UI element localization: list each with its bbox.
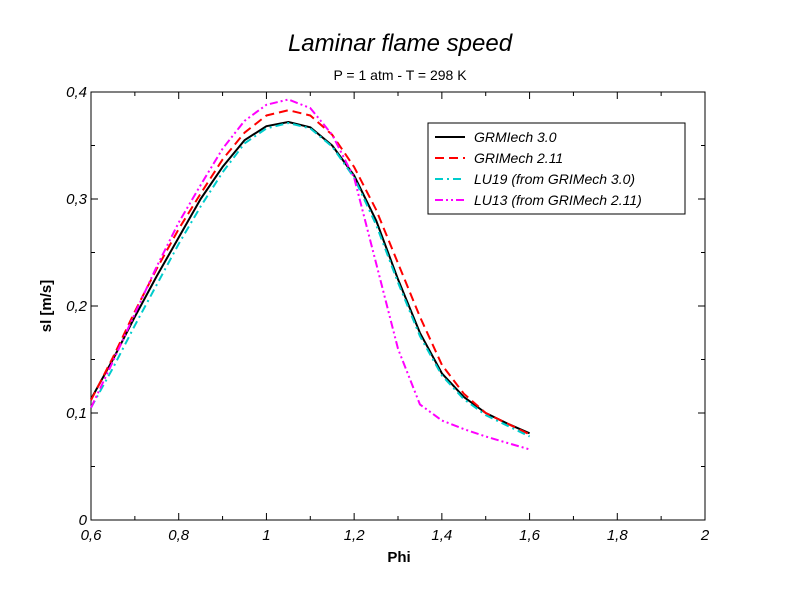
legend-label-2: GRIMech 2.11 <box>474 150 563 166</box>
y-axis-label: sl [m/s] <box>38 280 55 333</box>
legend-box <box>427 122 686 215</box>
x-tick-label: 2 <box>700 527 710 544</box>
x-tick-label: 1,8 <box>607 527 629 544</box>
series-line-2 <box>90 109 531 436</box>
y-tick-label: 0,2 <box>66 298 88 315</box>
legend-label-3: LU19 (from GRIMech 3.0) <box>474 171 635 187</box>
legend-label-4: LU13 (from GRIMech 2.11) <box>474 192 642 208</box>
chart-title: Laminar flame speed <box>288 30 513 57</box>
y-tick-label: 0,4 <box>66 84 87 101</box>
y-tick-label: 0,3 <box>66 191 88 208</box>
x-tick-label: 1 <box>262 527 270 544</box>
x-tick-label: 0,6 <box>81 527 103 544</box>
x-tick-label: 1,4 <box>431 527 452 544</box>
series-line-1 <box>90 121 530 435</box>
y-tick-label: 0,1 <box>66 405 87 422</box>
legend-label-1: GRMIech 3.0 <box>474 129 557 145</box>
chart-subtitle: P = 1 atm - T = 298 K <box>333 67 467 83</box>
y-tick-label: 0 <box>79 512 88 529</box>
x-tick-label: 1,2 <box>344 527 366 544</box>
legend: GRMIech 3.0 GRIMech 2.11 LU19 (from GRIMec… <box>427 122 686 215</box>
x-axis-label: Phi <box>387 549 410 566</box>
axis-ticks: 0,6 0,8 1 1,2 1,4 1,6 1,8 2 0 0,1 0,2 0,3 0,4 <box>66 84 710 544</box>
x-tick-label: 0,8 <box>168 527 190 544</box>
series-line-4 <box>90 98 530 451</box>
series-layer <box>90 98 531 451</box>
x-tick-label: 1,6 <box>519 527 541 544</box>
